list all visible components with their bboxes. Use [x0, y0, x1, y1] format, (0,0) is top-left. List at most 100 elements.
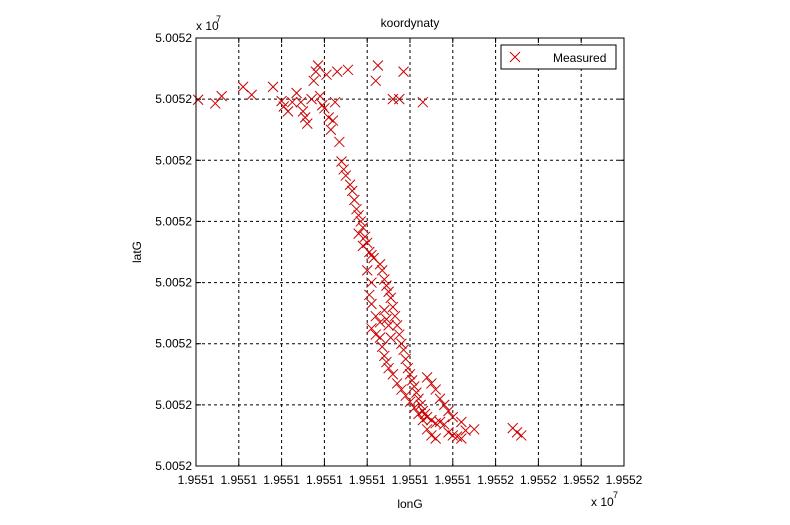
data-point-stroke [383, 362, 394, 374]
data-point-stroke [316, 99, 328, 111]
x-exponent-label: x 10 7 [591, 490, 618, 509]
data-point-stroke [331, 66, 343, 77]
data-point-stroke [451, 431, 463, 443]
data-point [438, 399, 450, 411]
data-point-stroke [323, 112, 335, 123]
data-point-stroke [363, 289, 375, 301]
grid [196, 38, 624, 466]
data-point [374, 258, 386, 270]
data-point-stroke [370, 329, 382, 340]
data-point [306, 93, 317, 105]
y-tick-label: 5.0052 [155, 214, 192, 228]
data-point-stroke [374, 332, 386, 343]
x-tick-label: 1.9551 [220, 473, 257, 487]
data-point-stroke [376, 264, 388, 276]
data-point [316, 99, 328, 111]
data-point-stroke [391, 378, 403, 389]
data-point-stroke [438, 399, 450, 411]
data-point [331, 66, 343, 77]
data-point-stroke [430, 384, 442, 395]
data-point-stroke [434, 393, 446, 405]
y-tick-label: 5.0052 [155, 92, 192, 106]
data-point [443, 405, 454, 417]
data-point-stroke [434, 416, 446, 428]
data-point [376, 341, 388, 353]
data-point-stroke [511, 427, 523, 438]
data-point-stroke [374, 258, 386, 270]
y-exponent-power: 7 [216, 14, 221, 24]
data-point-stroke [370, 75, 382, 87]
data-point-stroke [297, 106, 309, 117]
y-tick-label: 5.0052 [155, 31, 192, 45]
data-point [402, 362, 414, 374]
data-point [370, 75, 382, 87]
data-point-stroke [351, 203, 362, 215]
data-point [301, 118, 313, 129]
data-point-stroke [400, 353, 412, 365]
data-point [353, 228, 364, 240]
data-point [430, 384, 442, 395]
data-point-stroke [209, 98, 221, 109]
data-point-stroke [237, 81, 249, 93]
data-point-stroke [438, 419, 450, 430]
y-tick-label: 5.0052 [155, 276, 192, 290]
data-point-stroke [398, 344, 409, 356]
data-point [246, 89, 257, 101]
data-point-stroke [413, 393, 424, 405]
data-point-stroke [443, 405, 454, 417]
data-point-stroke [346, 185, 358, 197]
data-point [359, 231, 371, 243]
data-point-stroke [286, 96, 298, 108]
data-point-stroke [421, 423, 433, 435]
data-point-stroke [370, 310, 382, 322]
data-point [408, 402, 420, 414]
data-point-stroke [456, 433, 467, 444]
data-point-stroke [295, 96, 307, 108]
data-point [366, 249, 377, 261]
data-point-stroke [340, 170, 352, 181]
data-point-stroke [366, 249, 377, 261]
data-point-stroke [361, 264, 373, 276]
x-exponent-power: 7 [613, 490, 618, 500]
x-tick-label: 1.9552 [563, 473, 600, 487]
x-tick-labels: 1.9551 1.9551 1.9551 1.9551 1.9551 1.9551 1.95… [178, 473, 643, 487]
data-point [370, 310, 382, 322]
data-point [393, 93, 405, 105]
data-point [267, 81, 279, 93]
data-point-stroke [325, 124, 337, 136]
data-point [404, 396, 416, 408]
data-point [297, 106, 309, 117]
data-point [413, 408, 424, 420]
data-point-stroke [329, 96, 341, 108]
y-tick-label: 5.0052 [155, 337, 192, 351]
data-point [393, 329, 405, 340]
data-point [366, 323, 377, 334]
y-tick-labels: 5.0052 5.0052 5.0052 5.0052 5.0052 5.0052 5.00… [155, 31, 192, 473]
data-point-stroke [299, 112, 311, 123]
data-point-stroke [426, 430, 437, 441]
data-point-stroke [515, 430, 527, 441]
data-point-stroke [357, 222, 369, 233]
data-point [391, 378, 403, 389]
data-point-stroke [327, 115, 339, 126]
data-point [378, 304, 390, 316]
data-point [417, 414, 429, 426]
data-point-stroke [400, 390, 412, 402]
y-axis-label: latG [130, 241, 144, 263]
data-point-stroke [396, 384, 407, 395]
data-point-stroke [338, 164, 350, 175]
data-point [404, 368, 416, 380]
data-point-stroke [310, 66, 322, 77]
data-point-stroke [426, 378, 437, 389]
data-point-stroke [426, 414, 437, 426]
data-point [391, 320, 403, 331]
data-point-stroke [374, 316, 386, 328]
ticks [195, 37, 625, 467]
data-point-stroke [406, 375, 418, 386]
y-exponent-label: x 10 7 [196, 14, 221, 33]
data-point [338, 164, 350, 175]
data-point [408, 381, 420, 392]
data-point [312, 60, 324, 71]
data-point [411, 387, 422, 398]
data-point-stroke [306, 93, 317, 105]
